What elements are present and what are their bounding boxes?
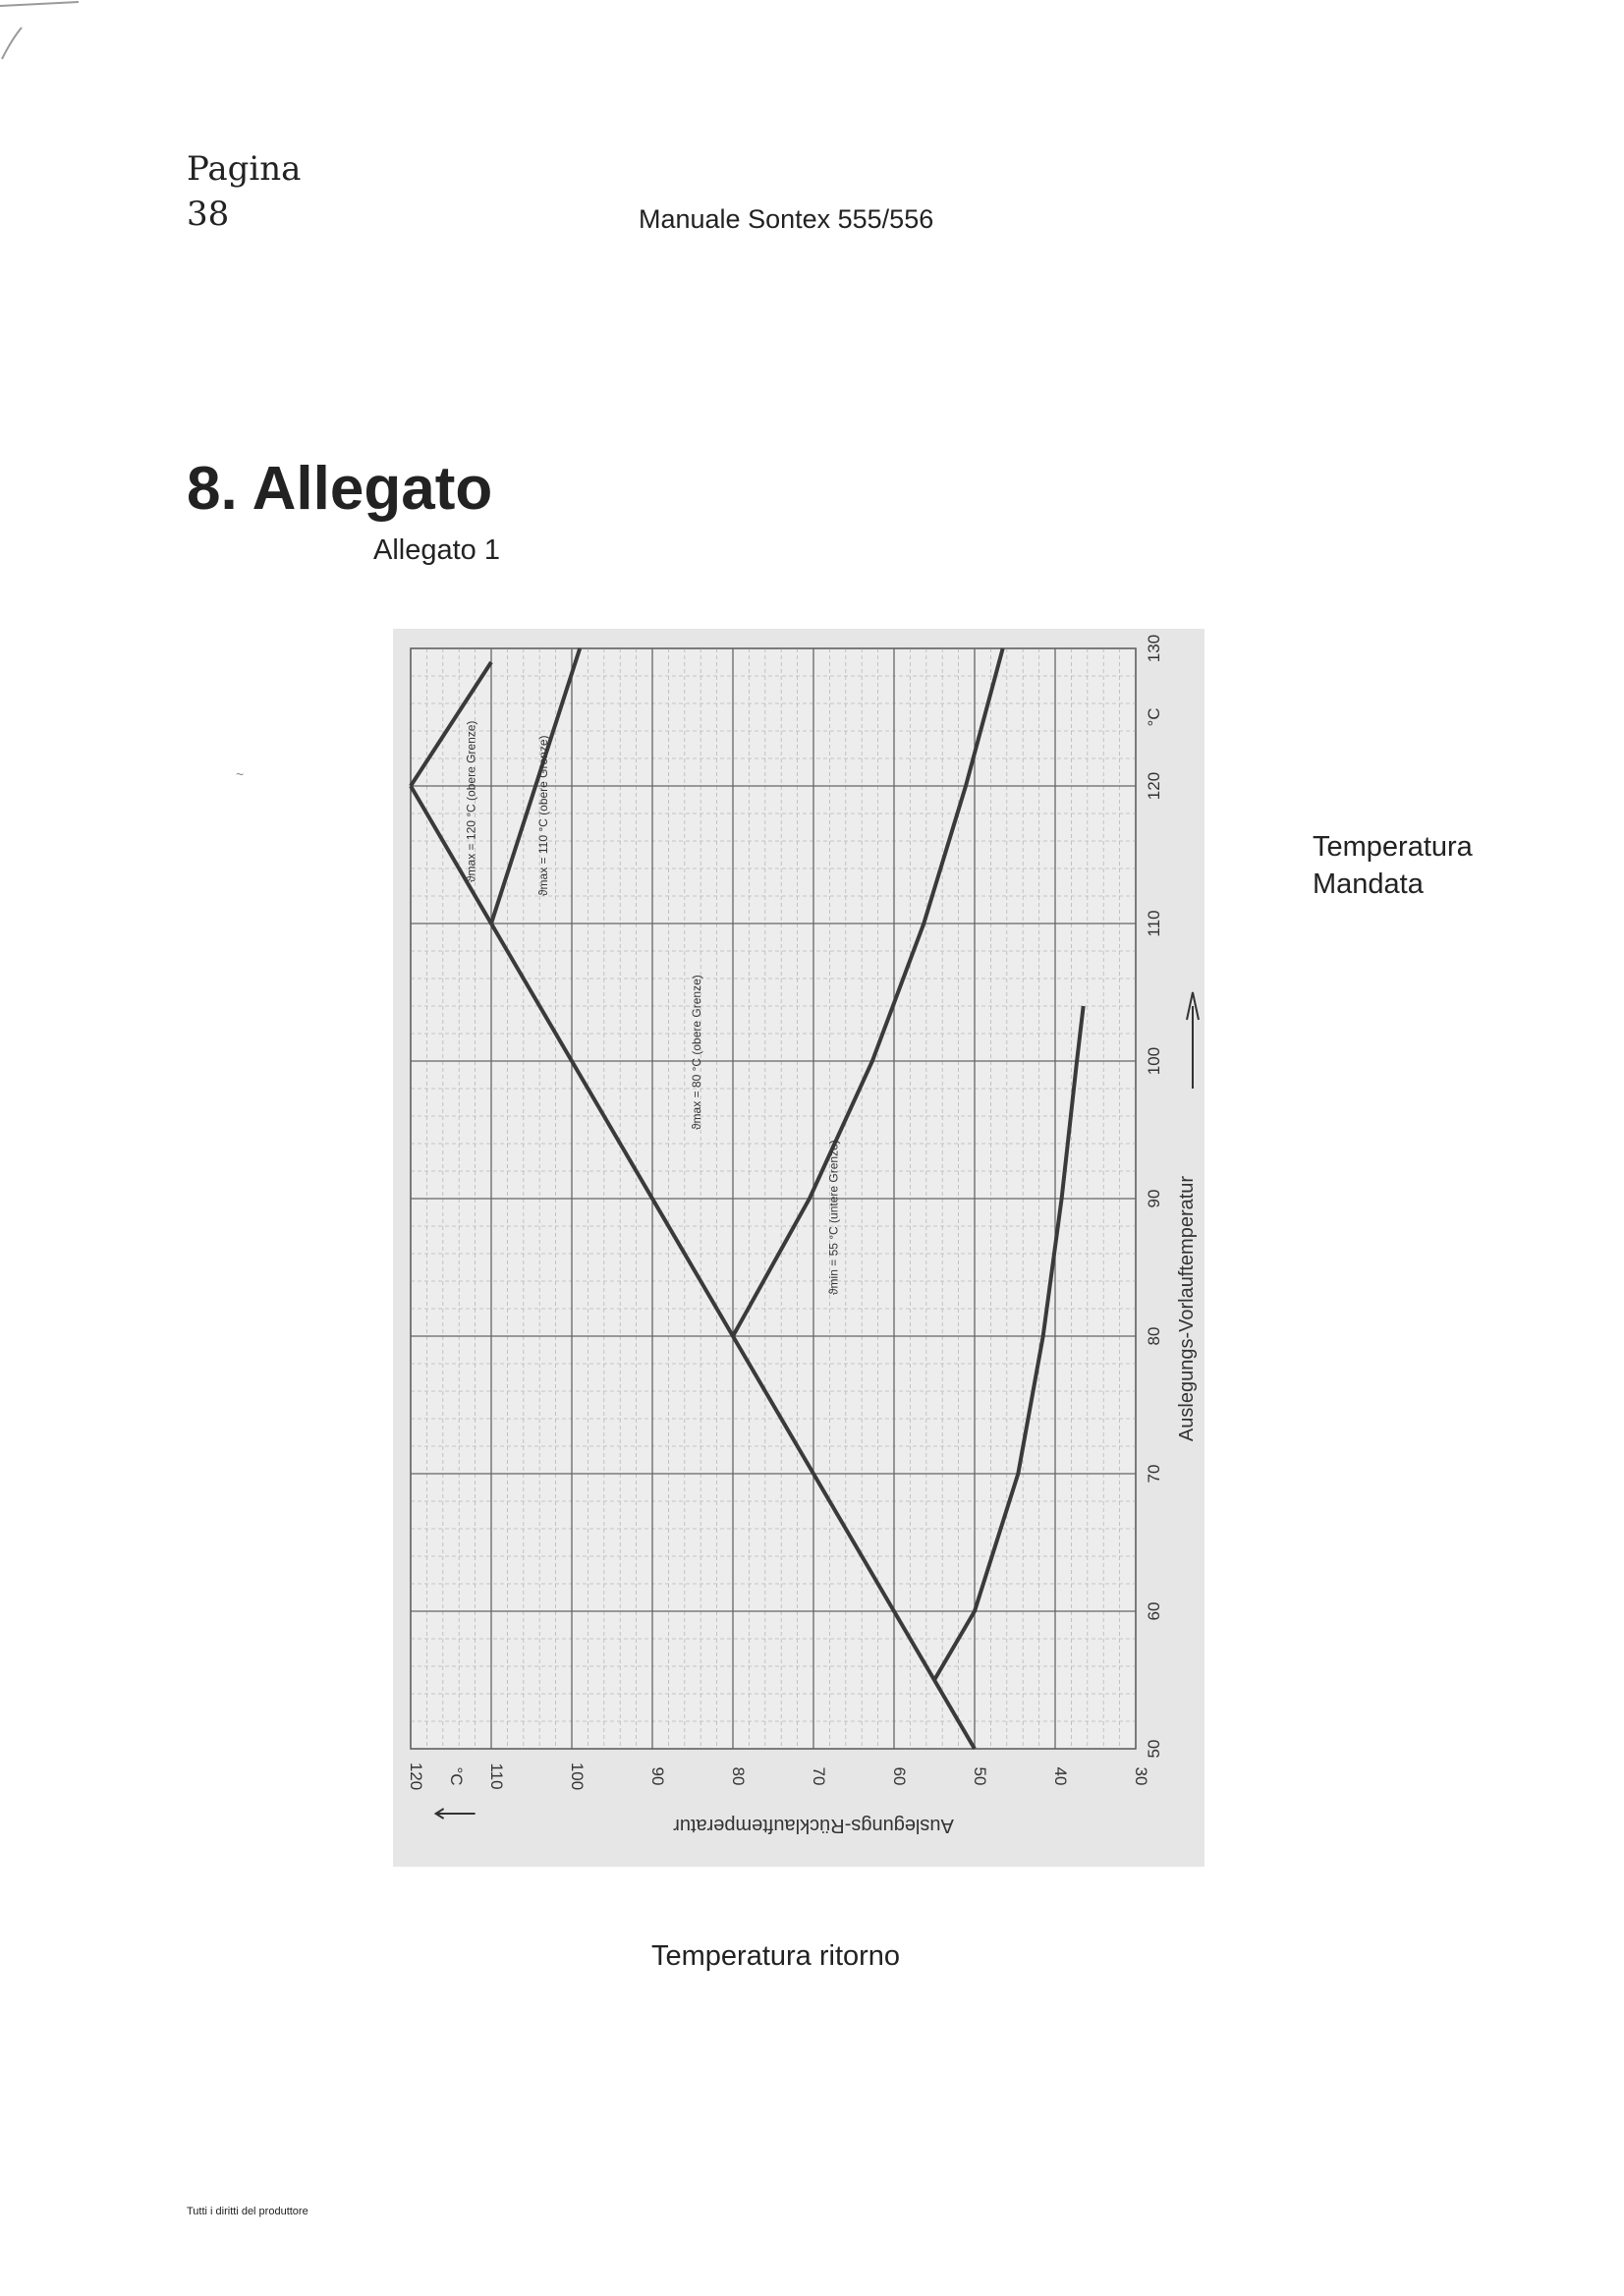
return-tick-label: 70	[810, 1767, 828, 1786]
axis-arrow-head	[1186, 991, 1200, 1021]
series-line	[409, 784, 977, 1751]
series-line	[731, 647, 1005, 1337]
scan-mark	[0, 1, 80, 60]
supply-tick-label: 70	[1145, 1465, 1163, 1484]
supply-tick-label: °C	[1145, 707, 1163, 726]
document-title: Manuale Sontex 555/556	[639, 204, 934, 234]
annex-label: Allegato 1	[373, 534, 500, 566]
return-tick-label: 40	[1051, 1767, 1070, 1786]
return-tick-label: 100	[568, 1763, 587, 1790]
return-tick-label: 80	[729, 1767, 748, 1786]
axis-arrow-head	[433, 1808, 445, 1820]
series-line	[932, 1005, 1086, 1682]
supply-tick-label: 100	[1145, 1047, 1163, 1075]
supply-tick-label: 80	[1145, 1327, 1163, 1346]
supply-tick-label: 130	[1145, 635, 1163, 662]
temperature-chart: ϑmax = 120 °C (obere Grenze) ϑmax = 110 °…	[393, 629, 1204, 1867]
return-tick-label: 90	[648, 1767, 667, 1786]
page-number: 38	[187, 195, 230, 234]
return-tick-label: °C	[447, 1766, 466, 1785]
supply-tick-label: 120	[1145, 772, 1163, 800]
return-tick-label: 110	[487, 1763, 506, 1789]
return-tick-label: 120	[407, 1763, 425, 1790]
page-label: Pagina	[187, 149, 302, 189]
chart-canvas: ϑmax = 120 °C (obere Grenze) ϑmax = 110 °…	[407, 635, 1200, 1836]
supply-temperature-label: Temperatura Mandata	[1313, 828, 1473, 903]
return-tick-label: 30	[1132, 1767, 1150, 1786]
series-line	[489, 647, 583, 924]
series-line	[409, 660, 493, 788]
stray-mark: ~	[236, 766, 245, 782]
series-label: ϑmax = 120 °C (obere Grenze)	[464, 721, 477, 882]
supply-tick-label: 60	[1145, 1602, 1163, 1621]
supply-tick-label: 110	[1145, 910, 1163, 936]
section-title: 8. Allegato	[187, 455, 493, 523]
series-label: ϑmax = 80 °C (obere Grenze)	[690, 975, 703, 1130]
return-temperature-label: Temperatura ritorno	[651, 1940, 901, 1972]
supply-tick-label: 50	[1145, 1740, 1163, 1759]
series-label: ϑmin = 55 °C (untere Grenze)	[826, 1140, 840, 1295]
return-tick-label: 60	[890, 1767, 909, 1786]
supply-label-line: Temperatura	[1313, 831, 1473, 863]
footer-note: Tutti i diritti del produttore	[187, 2206, 308, 2217]
return-tick-label: 50	[971, 1767, 989, 1786]
supply-axis-title: Auslegungs-Vorlauftemperatur	[1176, 1176, 1198, 1441]
return-axis-title: Auslegungs-Rücklauftemperatur	[673, 1815, 954, 1836]
supply-tick-label: 90	[1145, 1190, 1163, 1208]
supply-label-line: Mandata	[1313, 868, 1424, 900]
series-label: ϑmax = 110 °C (obere Grenze)	[536, 735, 550, 896]
